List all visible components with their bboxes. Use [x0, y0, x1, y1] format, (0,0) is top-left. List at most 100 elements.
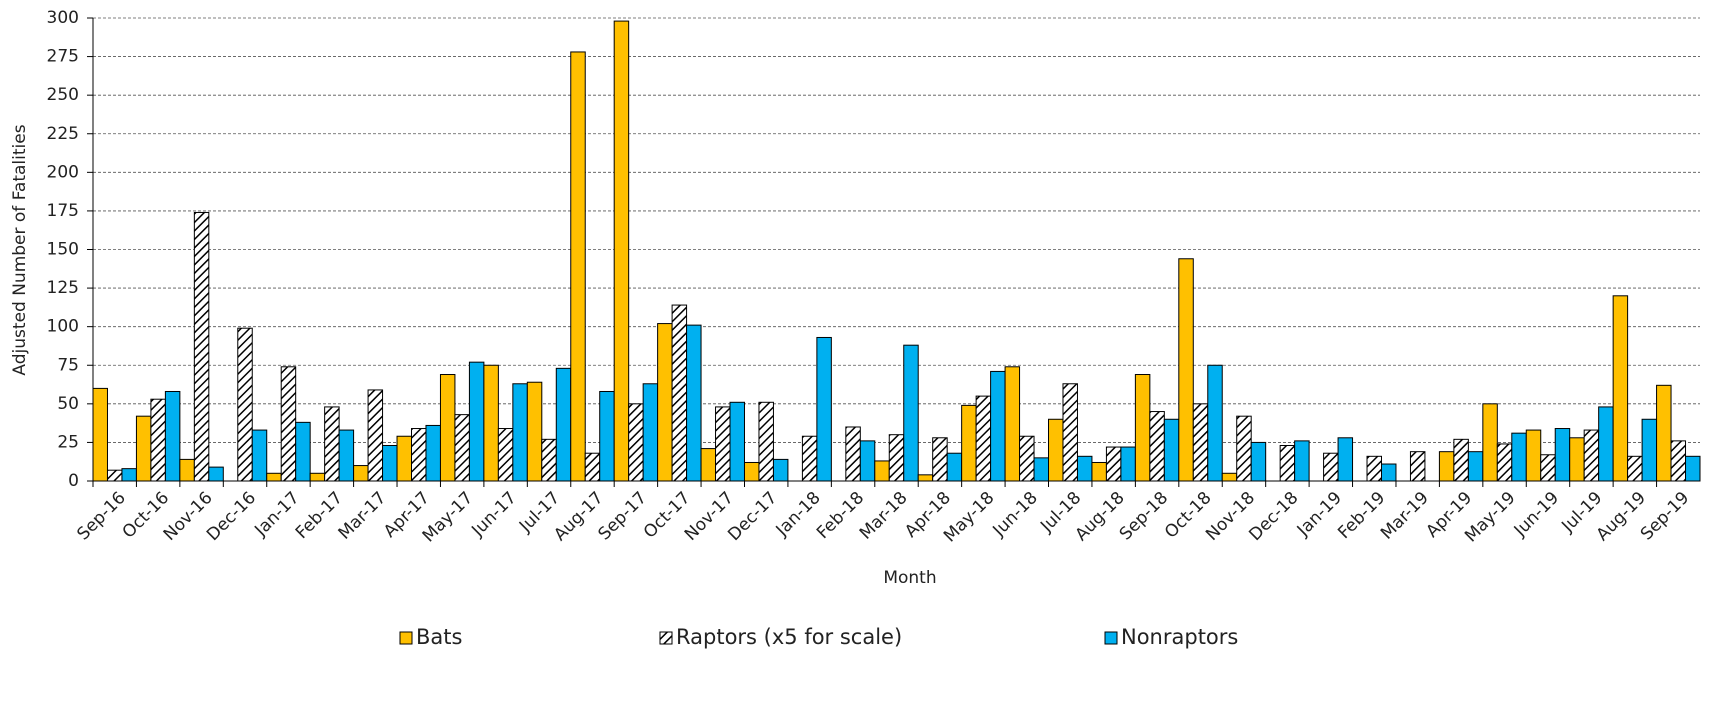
- bar: [772, 458, 789, 482]
- bar: [1583, 429, 1600, 482]
- y-tick-label: 75: [57, 355, 79, 375]
- x-tick-label: Mar-19: [1377, 488, 1433, 544]
- bar: [801, 435, 818, 482]
- bar: [932, 437, 948, 482]
- bar: [1569, 437, 1585, 482]
- bar: [1236, 415, 1252, 482]
- bar: [338, 429, 355, 482]
- bar: [1091, 461, 1107, 482]
- bar: [1163, 418, 1180, 482]
- bar: [1511, 432, 1527, 482]
- bar: [1467, 451, 1484, 482]
- x-tick-label: Aug-17: [550, 488, 607, 545]
- bar: [917, 474, 934, 482]
- x-axis-title: Month: [883, 568, 936, 588]
- bar: [411, 428, 427, 482]
- y-tick-label: 50: [57, 394, 79, 414]
- bar: [266, 472, 282, 482]
- bar: [686, 324, 702, 482]
- bar: [367, 389, 384, 482]
- y-tick-label: 0: [68, 471, 79, 491]
- bar: [1250, 441, 1267, 482]
- bar: [1380, 463, 1397, 482]
- x-tick-label: Aug-18: [1071, 488, 1128, 545]
- bar: [1076, 455, 1093, 482]
- x-tick-label: Jun-18: [989, 488, 1042, 541]
- bar: [382, 445, 398, 482]
- x-tick-label: Sep-19: [1637, 488, 1693, 544]
- bar: [121, 468, 137, 482]
- bar: [555, 367, 572, 482]
- bar: [990, 370, 1006, 482]
- bar: [1004, 366, 1021, 482]
- bar: [975, 395, 992, 482]
- bar: [715, 406, 731, 482]
- bar: [280, 366, 297, 482]
- bar: [1540, 454, 1556, 482]
- bar: [425, 424, 441, 482]
- bar: [903, 344, 919, 482]
- y-tick-label: 225: [47, 124, 79, 144]
- y-tick-label: 300: [47, 8, 79, 28]
- bar: [1496, 443, 1513, 482]
- bar: [888, 434, 905, 482]
- bar: [1656, 384, 1672, 482]
- bar: [135, 415, 152, 482]
- bar: [657, 323, 673, 482]
- bar: [1453, 438, 1469, 482]
- y-tick-label: 275: [47, 47, 79, 67]
- bar: [1105, 446, 1122, 482]
- bar: [208, 466, 224, 482]
- bar: [874, 460, 890, 482]
- bar: [1641, 418, 1658, 482]
- bar: [816, 336, 832, 482]
- y-tick-label: 200: [47, 162, 79, 182]
- bar: [497, 428, 514, 482]
- bar: [1062, 383, 1078, 482]
- bar: [309, 472, 326, 482]
- bar: [179, 458, 195, 482]
- bar: [251, 429, 268, 482]
- bar: [961, 404, 977, 482]
- legend-swatch: [399, 631, 413, 645]
- bar: [845, 426, 861, 482]
- bar: [1525, 429, 1542, 482]
- bar: [454, 414, 470, 482]
- bar: [439, 374, 456, 482]
- x-tick-label: Sep-17: [595, 488, 651, 544]
- legend-swatch: [659, 631, 673, 645]
- bar: [1221, 472, 1238, 482]
- bar: [468, 361, 485, 482]
- bar: [324, 406, 340, 482]
- bar: [758, 401, 774, 482]
- bar: [1207, 364, 1223, 482]
- bar: [541, 438, 557, 482]
- y-tick-label: 100: [47, 317, 79, 337]
- legend-label: Bats: [416, 625, 462, 649]
- bar: [1294, 440, 1310, 482]
- bar: [483, 364, 499, 482]
- bar: [1598, 406, 1614, 482]
- bar: [1337, 437, 1354, 482]
- x-tick-label: Sep-16: [73, 488, 129, 544]
- x-tick-label: Dec-17: [724, 488, 781, 545]
- bar: [1279, 445, 1296, 482]
- bar: [1685, 455, 1701, 482]
- bar: [1409, 451, 1426, 482]
- bar: [512, 383, 528, 482]
- bar: [526, 381, 543, 482]
- x-tick-label: Mar-18: [856, 488, 912, 544]
- bar: [1192, 403, 1209, 482]
- bar: [295, 421, 311, 482]
- bar: [1554, 428, 1571, 482]
- bar: [237, 327, 253, 482]
- bar: [1019, 435, 1035, 482]
- bar: [729, 401, 745, 482]
- bar: [946, 452, 963, 482]
- bar: [1178, 258, 1194, 482]
- bar: [1323, 452, 1339, 482]
- x-tick-label: Aug-19: [1593, 488, 1650, 545]
- bar: [1482, 403, 1498, 482]
- y-tick-label: 125: [47, 278, 79, 298]
